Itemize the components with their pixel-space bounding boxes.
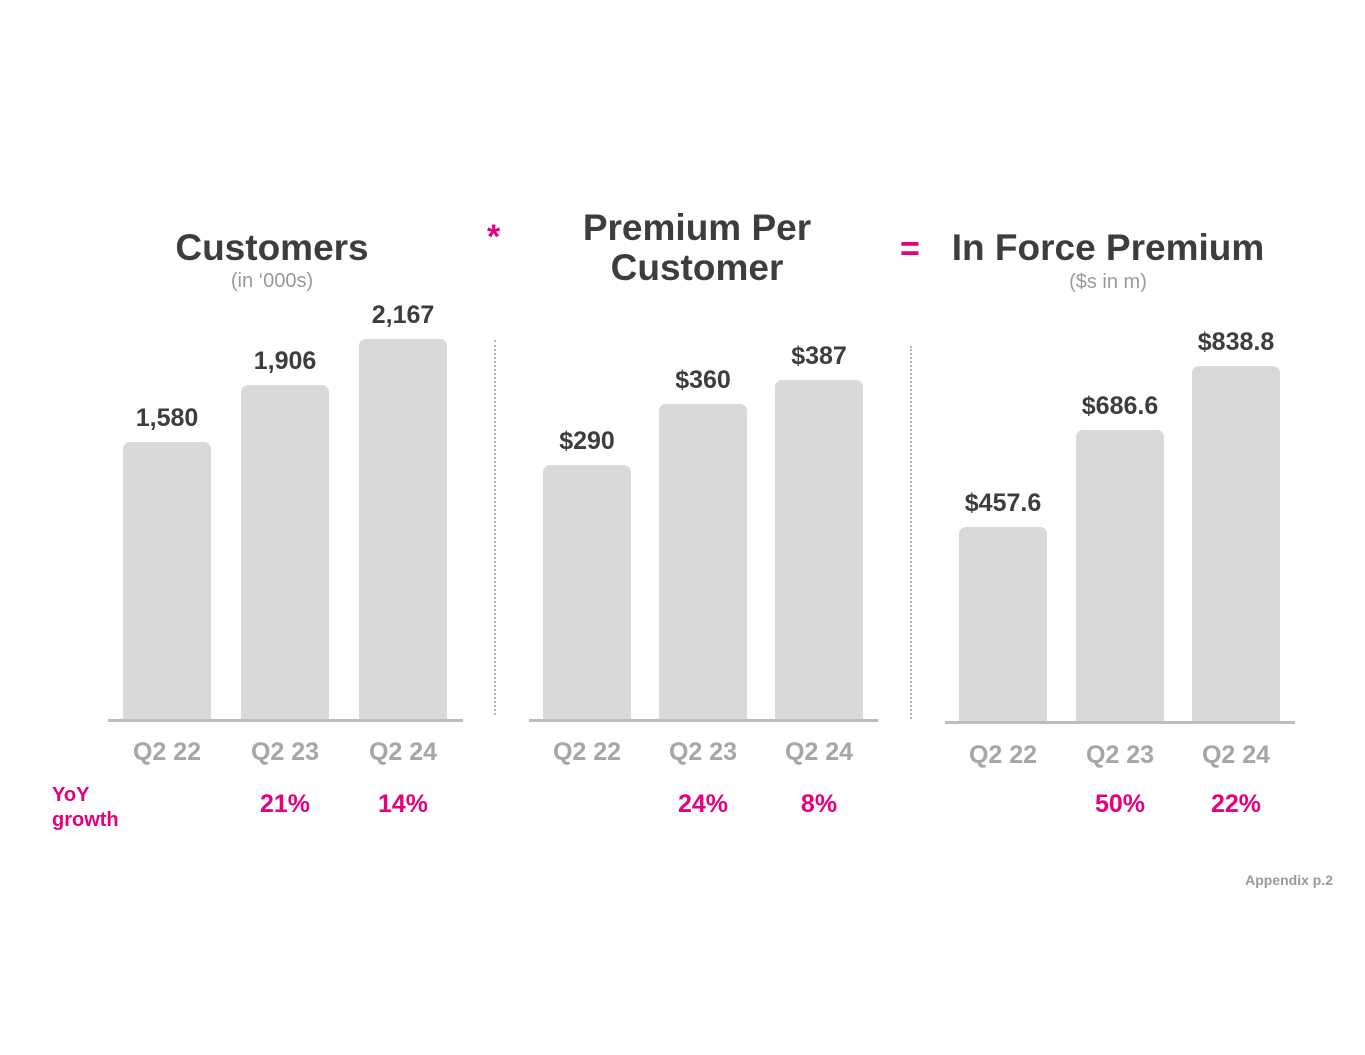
bar-customers-q2-23	[241, 385, 329, 719]
tick-label-premium-per-customer-q2-22: Q2 22	[552, 738, 622, 766]
bar-customers-q2-24	[359, 339, 447, 719]
chart-title-premium-per-customer: Premium Per Customer	[582, 207, 812, 288]
tick-label-in-force-premium-q2-22: Q2 22	[968, 741, 1038, 769]
value-label-in-force-premium-q2-22: $457.6	[964, 489, 1042, 517]
bar-in-force-premium-q2-24	[1192, 366, 1280, 721]
multiply-operator: *	[487, 218, 501, 256]
baseline-premium-per-customer	[529, 719, 878, 722]
bar-in-force-premium-q2-22	[959, 527, 1047, 721]
chart-subtitle-in-force-premium: ($s in m)	[1069, 271, 1147, 293]
growth-label-premium-per-customer-q2-23: 24%	[677, 790, 729, 818]
growth-label-premium-per-customer-q2-24: 8%	[800, 790, 838, 818]
chart-subtitle-customers: (in ‘000s)	[230, 270, 314, 292]
tick-label-customers-q2-23: Q2 23	[250, 738, 320, 766]
value-label-customers-q2-22: 1,580	[135, 404, 199, 432]
tick-label-customers-q2-22: Q2 22	[132, 738, 202, 766]
growth-label-customers-q2-23: 21%	[259, 790, 311, 818]
tick-label-premium-per-customer-q2-23: Q2 23	[668, 738, 738, 766]
growth-label-customers-q2-24: 14%	[377, 790, 429, 818]
tick-label-customers-q2-24: Q2 24	[368, 738, 438, 766]
divider-right	[910, 346, 912, 719]
bar-customers-q2-22	[123, 442, 211, 719]
value-label-in-force-premium-q2-23: $686.6	[1081, 392, 1159, 420]
bar-premium-per-customer-q2-23	[659, 404, 747, 719]
yoy-growth-label: YoY growth	[52, 784, 119, 831]
bar-premium-per-customer-q2-24	[775, 380, 863, 719]
growth-label-in-force-premium-q2-24: 22%	[1210, 790, 1262, 818]
chart-title-customers: Customers	[175, 227, 369, 268]
value-label-in-force-premium-q2-24: $838.8	[1197, 328, 1275, 356]
chart-title-in-force-premium: In Force Premium	[951, 227, 1265, 268]
baseline-in-force-premium	[945, 721, 1295, 724]
value-label-premium-per-customer-q2-23: $360	[675, 366, 731, 394]
value-label-premium-per-customer-q2-22: $290	[559, 427, 615, 455]
divider-left	[494, 340, 496, 715]
growth-label-in-force-premium-q2-23: 50%	[1094, 790, 1146, 818]
baseline-customers	[108, 719, 463, 722]
value-label-customers-q2-23: 1,906	[253, 347, 317, 375]
bar-in-force-premium-q2-23	[1076, 430, 1164, 721]
bar-premium-per-customer-q2-22	[543, 465, 631, 719]
equals-operator: =	[900, 230, 920, 268]
appendix-footer: Appendix p.2	[1245, 872, 1333, 888]
value-label-customers-q2-24: 2,167	[371, 301, 435, 329]
tick-label-in-force-premium-q2-24: Q2 24	[1201, 741, 1271, 769]
value-label-premium-per-customer-q2-24: $387	[791, 342, 847, 370]
tick-label-in-force-premium-q2-23: Q2 23	[1085, 741, 1155, 769]
tick-label-premium-per-customer-q2-24: Q2 24	[784, 738, 854, 766]
